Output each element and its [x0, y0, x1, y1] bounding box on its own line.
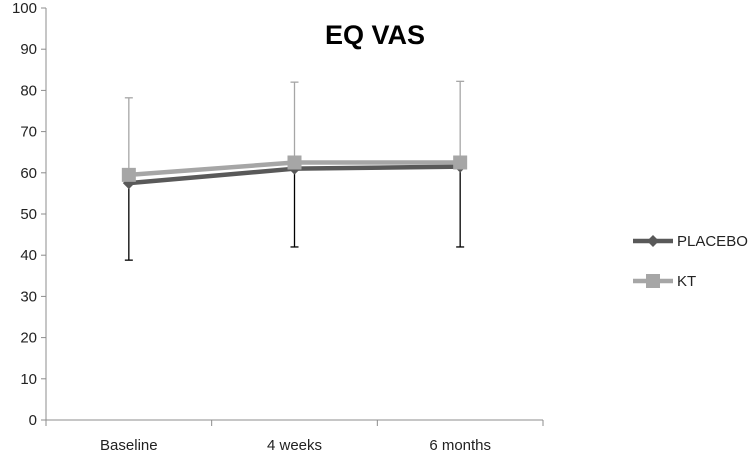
y-tick-label: 10: [20, 371, 37, 388]
placebo-legend-label: PLACEBO: [677, 233, 748, 250]
x-tick-label: 6 months: [429, 437, 491, 454]
kt-point: [121, 167, 136, 182]
chart-title: EQ VAS: [325, 20, 425, 50]
placebo-legend-marker: [647, 235, 659, 247]
kt-legend-marker: [646, 274, 660, 288]
series-layer: [121, 155, 468, 190]
y-tick-label: 90: [20, 41, 37, 58]
y-tick-label: 20: [20, 330, 37, 347]
legend: PLACEBO KT: [633, 233, 748, 290]
y-tick-label: 60: [20, 165, 37, 182]
kt-legend-label: KT: [677, 273, 696, 290]
y-tick-label: 70: [20, 124, 37, 141]
y-tick-label: 40: [20, 247, 37, 264]
y-tick-label: 0: [29, 412, 37, 429]
x-tick-label: Baseline: [100, 437, 158, 454]
error-bars: [124, 80, 465, 261]
kt-point: [287, 155, 302, 170]
y-axis: 0 10 20 30 40 50 60 70 80 90 100: [12, 0, 47, 429]
x-tick-label: 4 weeks: [267, 437, 322, 454]
kt-point: [453, 155, 468, 170]
y-tick-label: 80: [20, 82, 37, 99]
y-tick-label: 30: [20, 288, 37, 305]
y-tick-label: 100: [12, 0, 37, 17]
y-tick-label: 50: [20, 206, 37, 223]
x-axis: Baseline 4 weeks 6 months: [45, 419, 544, 454]
